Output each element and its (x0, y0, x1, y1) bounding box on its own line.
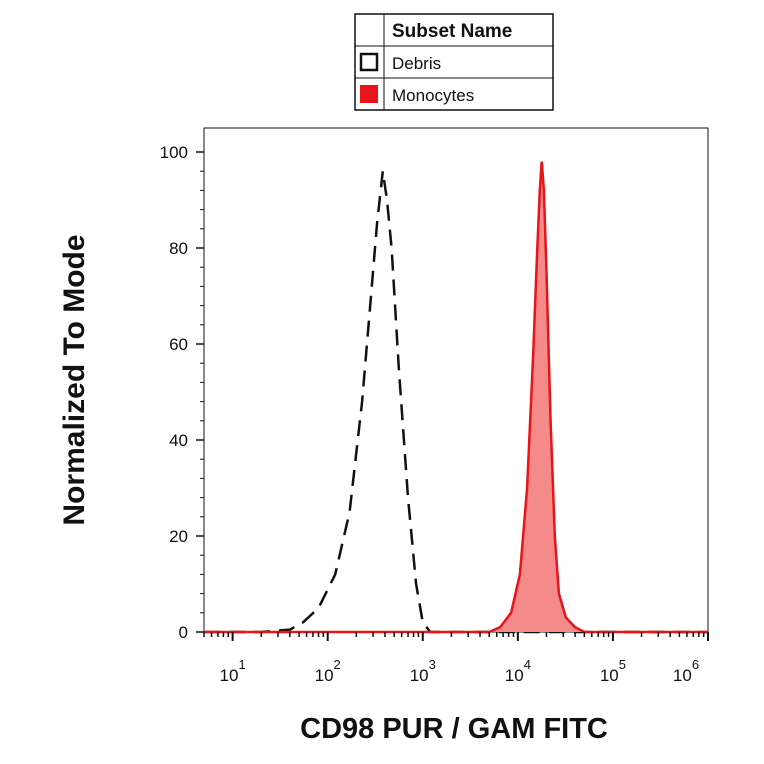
x-tick-base: 10 (673, 666, 692, 685)
series-monocytes-area (204, 161, 708, 632)
y-tick-label: 60 (169, 335, 188, 354)
y-axis-title: Normalized To Mode (58, 234, 91, 525)
y-tick-label: 0 (179, 623, 188, 642)
x-tick-label: 102 (315, 657, 341, 685)
x-tick-base: 10 (505, 666, 524, 685)
y-tick-label: 40 (169, 431, 188, 450)
legend-title: Subset Name (392, 21, 512, 42)
legend-swatch-debris (359, 52, 379, 72)
series-debris-line (204, 171, 708, 634)
x-tick-exponent: 4 (524, 657, 531, 672)
x-tick-base: 10 (600, 666, 619, 685)
legend-entry-debris: Debris (392, 54, 441, 73)
x-axis-title: CD98 PUR / GAM FITC (300, 713, 608, 745)
x-tick-base: 10 (220, 666, 239, 685)
x-tick-base: 10 (410, 666, 429, 685)
x-tick-exponent: 5 (619, 657, 626, 672)
legend: Subset Name Debris Monocytes (354, 13, 554, 111)
legend-swatch-monocytes (360, 85, 378, 103)
x-tick-label: 104 (505, 657, 531, 685)
x-tick-label: 106 (673, 657, 699, 685)
x-tick-exponent: 3 (429, 657, 436, 672)
x-tick-base: 10 (315, 666, 334, 685)
x-tick-exponent: 1 (238, 657, 245, 672)
x-tick-label: 103 (410, 657, 436, 685)
x-tick-exponent: 6 (692, 657, 699, 672)
legend-box (354, 13, 554, 111)
y-tick-label: 20 (169, 527, 188, 546)
legend-entry-monocytes: Monocytes (392, 86, 474, 105)
y-tick-label: 80 (169, 239, 188, 258)
series-layer (204, 161, 708, 634)
y-axis: 0 20 40 60 80 100 (160, 143, 204, 642)
x-tick-exponent: 2 (334, 657, 341, 672)
x-tick-label: 101 (220, 657, 246, 685)
x-tick-label: 105 (600, 657, 626, 685)
y-tick-label: 100 (160, 143, 188, 162)
series-monocytes-line (204, 161, 708, 634)
plot-frame (203, 127, 709, 633)
